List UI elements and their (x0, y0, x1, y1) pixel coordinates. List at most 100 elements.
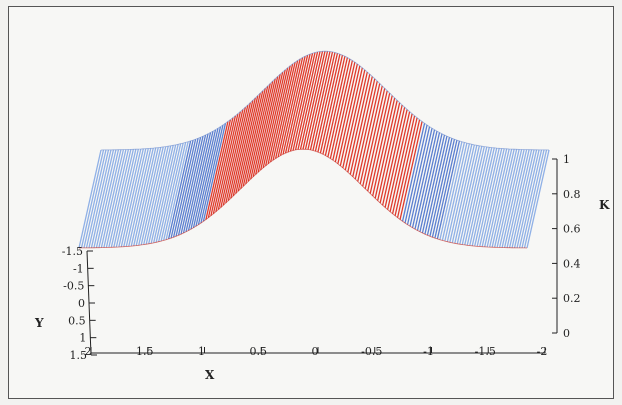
mesh-line (394, 117, 418, 216)
mesh-line (180, 136, 204, 235)
x-axis-tick-label: 2 (85, 345, 92, 358)
mesh-line (140, 146, 164, 246)
mesh-line (526, 149, 550, 249)
mesh-line (349, 76, 373, 175)
mesh-line (319, 54, 344, 154)
mesh-line (436, 140, 461, 240)
mesh-line (362, 88, 386, 187)
mesh-line (83, 149, 107, 249)
mesh-line (145, 146, 169, 245)
mesh-line (158, 143, 182, 242)
mesh-line (100, 149, 125, 248)
mesh-line (354, 80, 378, 180)
x-axis-tick-label: -1.5 (475, 345, 496, 358)
mesh-line (314, 53, 339, 152)
mesh-line (322, 56, 346, 155)
mesh-line (339, 67, 363, 166)
mesh-line (456, 145, 480, 244)
plot-frame: 0 0.2 0.4 0.6 0.8 1 -1.5 -1 -0.5 0 0.5 1 1.5 2 1.5 1 0… (8, 6, 614, 399)
mesh-line (160, 142, 184, 242)
mesh-line (352, 78, 376, 177)
mesh-line (459, 146, 483, 245)
mesh-line (389, 113, 413, 212)
mesh-line (299, 51, 324, 150)
mesh-line (215, 113, 239, 212)
mesh-line (162, 142, 187, 241)
mesh-line (177, 137, 202, 236)
mesh-line (294, 51, 319, 151)
mesh-line (210, 117, 234, 216)
x-axis-tick-label: -0.5 (361, 345, 382, 358)
k-axis-label: K (599, 198, 610, 212)
mesh-line (409, 128, 433, 227)
mesh-line (451, 144, 475, 243)
mesh-line (133, 147, 157, 246)
k-axis-tick-label: 0.8 (563, 188, 581, 201)
mesh-line (501, 149, 525, 248)
mesh-line (521, 149, 545, 249)
mesh-line (399, 121, 423, 220)
mesh-line (476, 148, 500, 247)
mesh-line (304, 51, 329, 150)
mesh-line (439, 141, 463, 240)
y-axis-tick-label: 1.5 (70, 349, 88, 362)
surface-mesh (78, 51, 550, 249)
mesh-line (347, 74, 371, 173)
mesh-line (406, 126, 431, 225)
mesh-line (250, 80, 274, 180)
mesh-line (108, 149, 132, 248)
mesh-line (312, 52, 336, 151)
mesh-line (369, 95, 393, 194)
mesh-line (414, 131, 438, 230)
mesh-line (88, 149, 112, 248)
mesh-line (284, 54, 309, 154)
mesh-line (516, 149, 540, 248)
x-axis-tick-label: -1 (423, 345, 434, 358)
mesh-line (220, 109, 244, 208)
mesh-line (479, 148, 503, 247)
mesh-line (494, 149, 518, 248)
mesh-line (118, 148, 142, 248)
y-axis-tick-label: -0.5 (63, 280, 84, 293)
mesh-line (113, 149, 137, 248)
mesh-line (446, 143, 470, 242)
mesh-line (359, 85, 383, 185)
x-axis: 2 1.5 1 0.5 0 -0.5 -1 -1.5 -2 (85, 345, 548, 358)
mesh-line (416, 132, 441, 231)
mesh-line (334, 63, 358, 163)
mesh-line (401, 123, 426, 222)
mesh-line (424, 136, 448, 235)
mesh-line (449, 144, 473, 243)
mesh-line (150, 145, 174, 244)
mesh-line (195, 128, 219, 227)
x-axis-tick-label: 0.5 (250, 345, 268, 358)
mesh-line (464, 146, 488, 246)
mesh-line (200, 124, 224, 224)
mesh-line (396, 119, 421, 218)
mesh-line (471, 147, 495, 246)
mesh-line (332, 62, 356, 161)
mesh-line (503, 149, 528, 248)
mesh-line (202, 123, 227, 222)
mesh-line (197, 126, 222, 225)
mesh-line (247, 83, 271, 182)
k-axis-tick-label: 0.2 (563, 292, 581, 305)
mesh-line (95, 149, 120, 248)
mesh-line (506, 149, 530, 248)
mesh-line (240, 90, 264, 189)
mesh-line (230, 100, 254, 199)
mesh-line (90, 149, 115, 248)
mesh-line (377, 102, 401, 201)
mesh-line (391, 115, 416, 214)
front-profile (78, 148, 528, 249)
mesh-line (270, 63, 294, 163)
mesh-line (489, 148, 513, 248)
mesh-line (491, 149, 515, 248)
mesh-line (429, 138, 453, 237)
mesh-line (386, 111, 411, 210)
mesh-line (444, 142, 468, 242)
x-axis-tick-label: 1.5 (136, 345, 154, 358)
mesh-line (155, 144, 179, 243)
y-axis-tick-label: 0.5 (68, 314, 86, 327)
mesh-line (309, 51, 334, 151)
